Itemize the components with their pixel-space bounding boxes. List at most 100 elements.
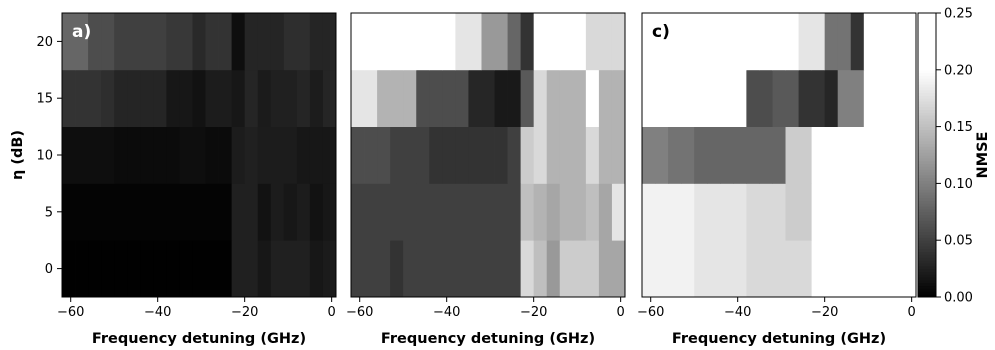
heatmap-cell	[442, 69, 456, 127]
heatmap-cell	[520, 69, 535, 127]
heatmap-cell	[283, 240, 298, 298]
colorbar-tick-label: 0.05	[944, 234, 973, 249]
heatmap-cell	[876, 13, 891, 71]
heatmap-cell	[876, 69, 891, 127]
heatmap-cell	[798, 69, 813, 127]
heatmap-cell	[837, 240, 852, 298]
heatmap-cell	[140, 13, 154, 71]
heatmap-cell	[876, 126, 891, 184]
heatmap-cell	[785, 69, 799, 127]
colorbar-segment	[918, 157, 936, 162]
heatmap-cell	[231, 240, 246, 298]
heatmap-cell	[429, 69, 443, 127]
heatmap-cell	[611, 126, 626, 184]
heatmap-cell	[390, 13, 404, 71]
colorbar-segment	[918, 191, 936, 196]
heatmap-cell	[598, 240, 613, 298]
colorbar-segment	[918, 200, 936, 204]
heatmap-cell	[62, 126, 76, 184]
heatmap-cell	[153, 69, 167, 127]
colorbar-segment	[918, 52, 936, 57]
heatmap-cell	[166, 240, 180, 298]
heatmap-cell	[585, 13, 600, 71]
heatmap-cell	[572, 126, 587, 184]
colorbar-segment	[918, 240, 936, 244]
colorbar-segment	[918, 234, 936, 238]
colorbar-segment	[918, 257, 936, 261]
heatmap-cell	[611, 240, 626, 298]
heatmap-cell	[244, 126, 259, 184]
heatmap-cell	[351, 183, 365, 241]
heatmap-cell	[811, 69, 826, 127]
y-tick-label: 10	[36, 149, 53, 164]
colorbar-tick-label: 0.25	[944, 7, 973, 22]
heatmap-cell	[559, 126, 574, 184]
heatmap-cell	[785, 13, 799, 71]
heatmap-cell	[694, 240, 708, 298]
heatmap-cell	[520, 126, 535, 184]
heatmap-cell	[257, 183, 272, 241]
colorbar-label: NMSE	[975, 132, 991, 179]
heatmap-cell	[772, 126, 786, 184]
colorbar-segment	[918, 120, 936, 125]
colorbar-frame	[917, 12, 937, 298]
colorbar-segment	[918, 282, 936, 287]
heatmap-cell	[598, 126, 613, 184]
heatmap-cell	[611, 13, 626, 71]
heatmap-cell	[442, 183, 456, 241]
colorbar-segment	[918, 174, 936, 179]
heatmap-cell	[390, 240, 404, 298]
heatmap-cell	[283, 69, 298, 127]
heatmap-cell	[572, 183, 587, 241]
heatmap-cell	[720, 69, 734, 127]
heatmap-cell	[733, 183, 747, 241]
heatmap-cell	[694, 183, 708, 241]
heatmap-cell	[889, 13, 904, 71]
heatmap-cell	[429, 126, 443, 184]
heatmap-cell	[62, 13, 76, 71]
colorbar-segment	[918, 115, 936, 119]
heatmap-cell	[101, 69, 115, 127]
heatmap-cell	[889, 183, 904, 241]
heatmap-cell	[533, 69, 548, 127]
colorbar-segment	[918, 64, 936, 68]
heatmap-cell	[681, 126, 695, 184]
colorbar-segment	[918, 103, 936, 108]
heatmap-cell	[668, 126, 682, 184]
heatmap-cell	[642, 240, 656, 298]
heatmap-cell	[296, 183, 311, 241]
heatmap-cell	[231, 13, 246, 71]
heatmap-cell	[322, 183, 337, 241]
heatmap-cell	[192, 13, 206, 71]
heatmap-cell	[720, 240, 734, 298]
heatmap-cell	[283, 13, 298, 71]
heatmap-cell	[889, 126, 904, 184]
heatmap-cell	[270, 69, 285, 127]
heatmap-cell	[707, 13, 721, 71]
panel-2: −60 −40 −20 0 Frequency detuning (GHz) b)	[346, 12, 626, 347]
heatmap-cell	[481, 183, 495, 241]
heatmap-cell	[127, 126, 141, 184]
colorbar-segment	[918, 84, 936, 88]
colorbar-segment	[918, 38, 936, 42]
heatmap-cell	[205, 126, 219, 184]
heatmap-cell	[192, 240, 206, 298]
colorbar-segment	[918, 112, 936, 116]
heatmap-cell	[668, 240, 682, 298]
heatmap-cell	[546, 126, 561, 184]
heatmap-cell	[798, 240, 813, 298]
heatmap-cell	[585, 183, 600, 241]
heatmap-cell	[166, 13, 180, 71]
heatmap-cell	[127, 69, 141, 127]
heatmap-cell	[811, 183, 826, 241]
heatmap-cell	[140, 69, 154, 127]
heatmap-cell	[179, 183, 193, 241]
heatmap-cell	[876, 183, 891, 241]
x-tick-label: −20	[811, 305, 838, 320]
panel-letter: c)	[652, 22, 670, 42]
heatmap-cell	[403, 183, 417, 241]
heatmap-cell	[468, 183, 482, 241]
heatmap-cell	[283, 183, 298, 241]
heatmap-cell	[785, 183, 799, 241]
heatmap-cell	[668, 13, 682, 71]
